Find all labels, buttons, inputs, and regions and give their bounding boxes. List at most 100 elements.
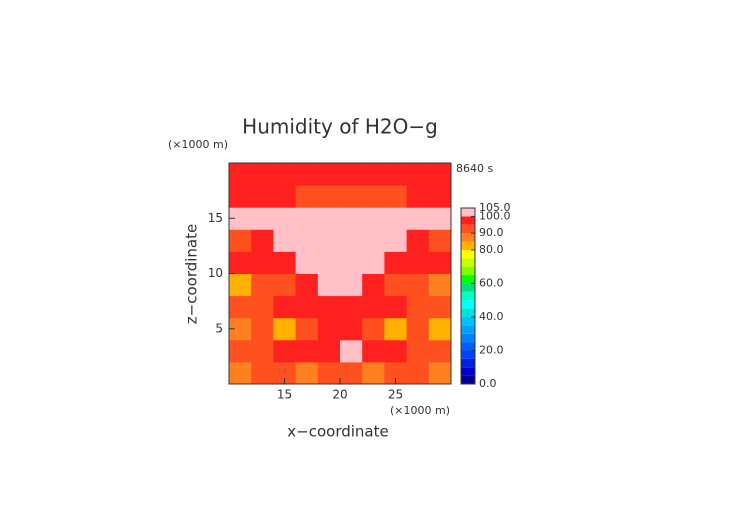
contour-cell — [406, 251, 430, 274]
contour-cell — [295, 229, 319, 252]
contour-cell — [317, 229, 341, 252]
contour-cell — [384, 185, 408, 208]
contour-cell — [428, 207, 452, 230]
contour-cell — [273, 273, 297, 297]
colorbar-band — [461, 233, 475, 242]
contour-cell — [317, 295, 341, 319]
contour-cell — [384, 163, 408, 186]
x-tick-label: 25 — [388, 388, 403, 402]
colorbar-tick-label: 80.0 — [479, 243, 504, 256]
contour-cell — [340, 251, 363, 274]
x-axis-label: x−coordinate — [287, 423, 388, 441]
contour-cell — [251, 273, 274, 297]
contour-cell — [384, 317, 408, 341]
colorbar-band — [461, 208, 475, 217]
contour-cell — [362, 185, 385, 208]
contour-cell — [251, 317, 274, 341]
x-tick-label: 20 — [332, 388, 347, 402]
contour-cell — [251, 185, 274, 208]
contour-cell — [273, 163, 297, 186]
contour-cell — [251, 163, 274, 186]
colorbar-band — [461, 316, 475, 326]
contour-cell — [406, 185, 430, 208]
colorbar-tick-label: 60.0 — [479, 276, 504, 289]
contour-cell — [406, 229, 430, 252]
contour-cell — [428, 185, 452, 208]
contour-cell — [251, 229, 274, 252]
colorbar-band — [461, 333, 475, 343]
contour-cell — [295, 185, 319, 208]
contour-cell — [317, 339, 341, 363]
time-label: 8640 s — [456, 162, 493, 175]
colorbar-band — [461, 241, 475, 250]
colorbar-band — [461, 266, 475, 276]
contour-cell — [273, 207, 297, 230]
contour-cell — [384, 229, 408, 252]
colorbar-tick-label: 90.0 — [479, 226, 504, 239]
contour-cell — [229, 339, 252, 363]
contour-cell — [273, 251, 297, 274]
colorbar-band — [461, 350, 475, 359]
contour-cell — [362, 339, 385, 363]
contour-cell — [384, 207, 408, 230]
contour-cell — [384, 361, 408, 385]
contour-cell — [362, 229, 385, 252]
contour-cell — [340, 361, 363, 385]
colorbar-band — [461, 291, 475, 301]
contour-cell — [362, 273, 385, 297]
colorbar-band — [461, 367, 475, 376]
contour-cell — [295, 207, 319, 230]
contour-cell — [340, 207, 363, 230]
colorbar-band — [461, 283, 475, 292]
contour-cell — [251, 361, 274, 385]
colorbar-band — [461, 275, 475, 284]
contour-cell — [317, 317, 341, 341]
contour-cell — [428, 339, 452, 363]
contour-cell — [317, 163, 341, 186]
contour-cell — [273, 339, 297, 363]
contour-cell — [384, 339, 408, 363]
contour-cell — [273, 317, 297, 341]
contour-cell — [251, 251, 274, 274]
contour-cell — [295, 251, 319, 274]
y-tick-label: 10 — [208, 266, 223, 280]
contour-cell — [340, 163, 363, 186]
contour-cell — [428, 163, 452, 186]
contour-cell — [340, 185, 363, 208]
contour-cell — [406, 273, 430, 297]
contour-cell — [406, 339, 430, 363]
contour-cell — [428, 361, 452, 385]
contour-cell — [384, 295, 408, 319]
colorbar-band — [461, 300, 475, 309]
contour-cell — [384, 251, 408, 274]
colorbar-band — [461, 375, 475, 384]
y-tick-label: 15 — [208, 211, 223, 225]
contour-cell — [317, 251, 341, 274]
contour-cell — [362, 251, 385, 274]
contour-cell — [406, 207, 430, 230]
x-tick-label: 15 — [277, 388, 292, 402]
colorbar-band — [461, 216, 475, 225]
contour-cell — [340, 317, 363, 341]
contour-cell — [428, 251, 452, 274]
contour-cell — [317, 207, 341, 230]
contour-cell — [362, 317, 385, 341]
contour-cell — [295, 339, 319, 363]
colorbar-band — [461, 342, 475, 351]
contour-cell — [251, 207, 274, 230]
contour-cell — [295, 317, 319, 341]
contour-cell — [340, 229, 363, 252]
chart-title: Humidity of H2O−g — [242, 115, 438, 139]
x-unit: (×1000 m) — [390, 404, 450, 417]
contour-cell — [295, 295, 319, 319]
contour-cell — [229, 273, 252, 297]
contour-cell — [273, 229, 297, 252]
contour-cell — [340, 295, 363, 319]
contour-cell — [251, 339, 274, 363]
contour-cell — [428, 273, 452, 297]
contour-cell — [406, 361, 430, 385]
contour-cell — [229, 207, 252, 230]
contour-cell — [273, 361, 297, 385]
contour-cell — [229, 251, 252, 274]
